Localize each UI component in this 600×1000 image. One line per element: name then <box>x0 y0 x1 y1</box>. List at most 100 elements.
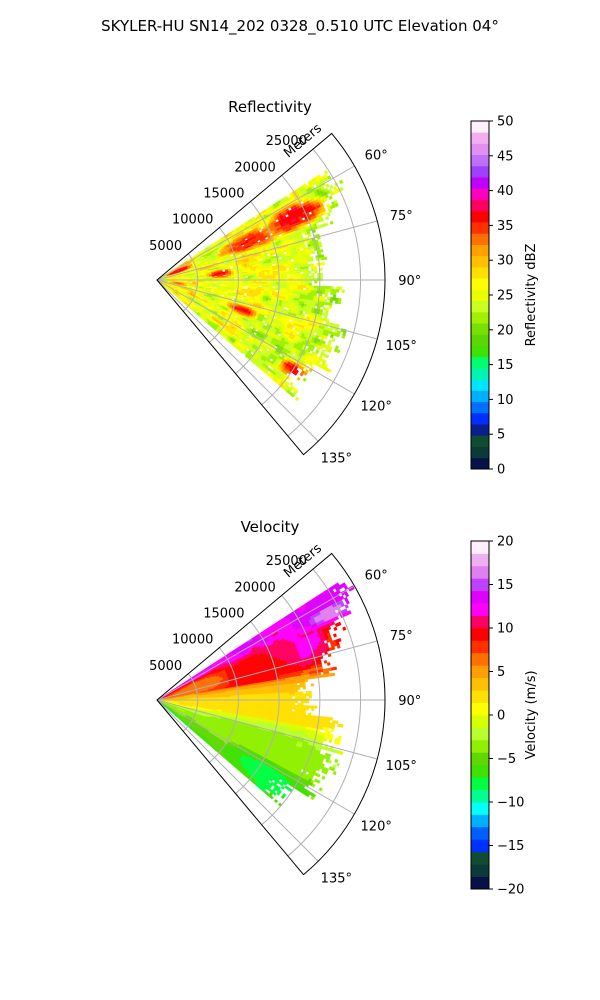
radar-cell <box>302 268 307 272</box>
radar-cell <box>294 280 299 284</box>
radar-cell <box>297 269 301 273</box>
radar-cell <box>245 277 249 280</box>
radar-cell <box>261 282 265 285</box>
radar-cell <box>328 305 333 309</box>
radar-cell <box>332 297 336 301</box>
radar-cell <box>280 272 285 275</box>
radar-cell <box>286 282 290 286</box>
radar-cell <box>297 287 301 290</box>
radar-cell <box>313 288 318 292</box>
radar-cell <box>305 285 310 289</box>
radar-cell <box>297 276 301 279</box>
radar-cell <box>292 280 296 284</box>
radar-cell <box>239 276 243 278</box>
radar-cell <box>208 285 212 288</box>
radar-cell <box>256 275 260 278</box>
radar-cell <box>269 274 274 278</box>
radar-cell <box>303 285 307 288</box>
radar-cell <box>303 280 307 284</box>
radar-cell <box>280 284 285 287</box>
radar-cell <box>242 276 246 278</box>
radar-cell <box>253 275 257 278</box>
radar-cell <box>258 275 262 278</box>
radar-cell <box>320 304 324 308</box>
radar-cell <box>291 269 296 273</box>
radar-cell <box>281 280 285 283</box>
radar-cell <box>310 263 315 267</box>
radar-cell <box>286 286 290 290</box>
radar-cell <box>256 280 260 283</box>
radar-cell <box>286 270 290 273</box>
radar-cell <box>275 287 279 291</box>
radar-cell <box>275 270 279 274</box>
radar-cell <box>327 175 332 180</box>
radar-cell <box>280 268 284 272</box>
radar-cell <box>261 277 265 280</box>
radar-cell <box>314 270 318 274</box>
radar-cell <box>303 271 307 275</box>
radar-cell <box>336 286 340 290</box>
radar-cell <box>322 285 326 289</box>
radar-cell <box>275 274 279 278</box>
radar-cell <box>300 276 304 279</box>
radar-cell <box>308 270 312 274</box>
radar-cell <box>327 296 331 301</box>
radar-cell <box>253 281 257 284</box>
radar-cell <box>214 281 218 283</box>
radar-cell <box>300 282 304 286</box>
radar-cell <box>294 289 298 292</box>
radar-cell <box>305 268 309 272</box>
radar-cell <box>300 287 304 291</box>
radar-cell <box>297 285 301 288</box>
radar-cell <box>311 275 315 279</box>
radar-cell <box>261 275 265 278</box>
radar-cell <box>289 284 293 288</box>
radar-cell <box>323 301 328 306</box>
radar-cell <box>192 275 196 277</box>
radar-cell <box>294 271 298 275</box>
radar-cell <box>328 195 333 200</box>
radar-cell <box>291 271 296 275</box>
radar-cell <box>250 280 254 283</box>
radar-cell <box>233 289 237 292</box>
radar-cell <box>338 286 343 290</box>
radar-cell <box>239 280 243 282</box>
radar-cell <box>289 276 293 279</box>
radar-cell <box>305 273 310 277</box>
radar-cell <box>300 269 304 272</box>
radar-cell <box>283 270 287 273</box>
radar-cell <box>299 264 303 268</box>
radar-cell <box>267 282 271 285</box>
radar-cell <box>264 283 268 286</box>
radar-cell <box>325 286 329 290</box>
radar-cell <box>325 183 330 188</box>
radar-cell <box>258 273 262 276</box>
radar-cell <box>245 280 249 283</box>
radar-cell <box>305 292 309 296</box>
radar-cell <box>305 266 309 270</box>
radar-cell <box>283 284 287 287</box>
radar-cell <box>291 267 295 271</box>
radar-cell <box>308 280 312 284</box>
radar-cell <box>283 280 287 283</box>
radar-cell <box>283 286 287 289</box>
radar-cell <box>321 296 325 300</box>
radar-cell <box>283 276 287 279</box>
radar-cell <box>247 280 251 283</box>
radar-cell <box>325 216 330 221</box>
radar-cell <box>253 277 257 280</box>
radar-cell <box>289 280 293 283</box>
radar-cell <box>329 334 334 339</box>
radar-cell <box>324 293 328 298</box>
radar-cell <box>275 282 279 285</box>
radar-cell <box>326 302 330 306</box>
radar-cell <box>290 256 294 260</box>
radar-cell <box>261 273 265 276</box>
radar-cell <box>244 274 249 277</box>
radar-cell <box>272 282 276 285</box>
radar-cell <box>283 282 287 285</box>
radar-cell <box>302 292 306 295</box>
radar-cell <box>341 289 345 293</box>
radar-cell <box>189 281 193 283</box>
radar-cell <box>272 280 276 283</box>
